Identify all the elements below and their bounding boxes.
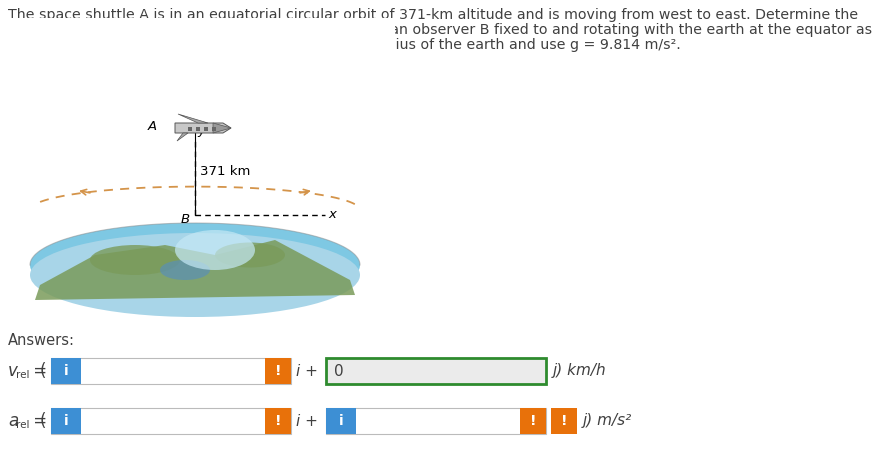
Ellipse shape	[30, 233, 360, 317]
Text: x: x	[328, 208, 336, 221]
Polygon shape	[212, 127, 216, 131]
Bar	[51, 358, 291, 384]
Text: i: i	[64, 364, 68, 378]
Polygon shape	[204, 127, 208, 131]
Text: !: !	[275, 414, 281, 428]
Text: j) km/h: j) km/h	[553, 363, 607, 378]
Text: i +: i +	[296, 363, 318, 378]
Polygon shape	[177, 133, 188, 141]
Text: !: !	[530, 414, 536, 428]
Ellipse shape	[90, 245, 180, 275]
Bar	[326, 408, 356, 434]
Bar	[0, 18, 395, 218]
Bar	[520, 408, 546, 434]
Text: rel: rel	[16, 370, 30, 380]
Polygon shape	[178, 114, 208, 123]
Bar	[265, 408, 291, 434]
Bar	[51, 408, 291, 434]
Text: !: !	[275, 364, 281, 378]
Text: i +: i +	[296, 413, 318, 429]
Text: velocity and acceleration which it appears to have to an observer B fixed to and: velocity and acceleration which it appea…	[8, 23, 873, 37]
Bar	[265, 358, 291, 384]
Text: Answers:: Answers:	[8, 333, 75, 348]
Text: i: i	[64, 414, 68, 428]
Polygon shape	[35, 240, 355, 300]
Bar	[551, 408, 577, 434]
Ellipse shape	[215, 242, 285, 268]
Text: (: (	[40, 362, 46, 380]
Bar	[326, 358, 546, 384]
Polygon shape	[175, 123, 231, 133]
Bar	[326, 408, 546, 434]
Polygon shape	[213, 123, 231, 133]
Text: rel: rel	[16, 420, 30, 430]
Text: y: y	[197, 124, 205, 137]
Text: (: (	[40, 412, 46, 430]
Text: 0: 0	[334, 363, 344, 378]
Polygon shape	[196, 127, 200, 131]
Text: =: =	[28, 362, 47, 380]
Polygon shape	[188, 127, 192, 131]
Text: i: i	[339, 414, 343, 428]
Text: j) m/s²: j) m/s²	[583, 413, 632, 429]
Text: B: B	[181, 213, 190, 226]
Text: =: =	[28, 412, 47, 430]
Text: !: !	[560, 414, 567, 428]
Text: a: a	[8, 412, 18, 430]
Text: The space shuttle A is in an equatorial circular orbit of 371-km altitude and is: The space shuttle A is in an equatorial …	[8, 8, 858, 22]
Ellipse shape	[175, 230, 255, 270]
Text: A: A	[148, 120, 157, 133]
Ellipse shape	[160, 260, 210, 280]
Text: v: v	[8, 362, 17, 380]
Text: 371 km: 371 km	[200, 165, 251, 178]
Ellipse shape	[30, 223, 360, 307]
Bar	[51, 408, 81, 434]
Text: shuttle passes overhead. Use R = 6378 km for the radius of the earth and use g =: shuttle passes overhead. Use R = 6378 km…	[8, 38, 681, 52]
Bar	[51, 358, 81, 384]
